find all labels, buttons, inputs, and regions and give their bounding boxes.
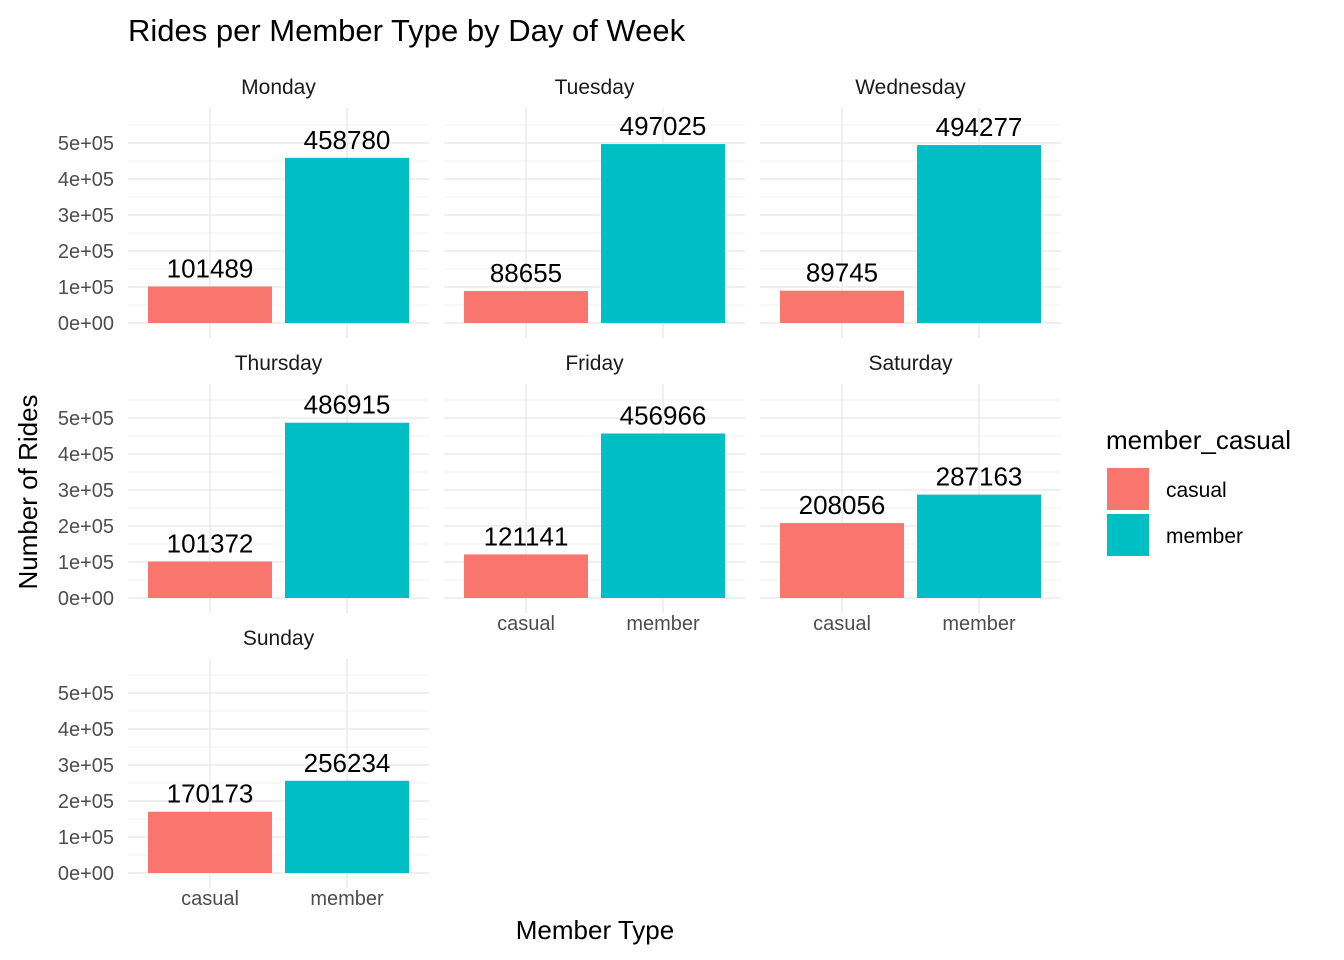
bar-member — [601, 144, 725, 323]
y-tick-label: 3e+05 — [58, 755, 114, 777]
y-tick-label: 5e+05 — [58, 133, 114, 155]
facet-panel-monday: Monday 0e+00 1e+05 2e+05 3e+05 4e+05 5e+05 1014… — [58, 76, 429, 338]
bar-value-label: 486915 — [304, 390, 391, 420]
y-tick-label: 5e+05 — [58, 683, 114, 705]
legend-label-member: member — [1166, 525, 1243, 548]
x-tick-label: casual — [497, 613, 555, 635]
facet-label: Monday — [241, 76, 316, 99]
facet-panel-sunday: Sunday 0e+00 1e+05 2e+05 3e+05 4e+05 5e+05 1701… — [58, 627, 429, 910]
legend-label-casual: casual — [1166, 479, 1227, 502]
y-tick-label: 0e+00 — [58, 863, 114, 885]
bar-value-label: 287163 — [936, 462, 1023, 492]
x-tick-label: member — [942, 613, 1016, 635]
bar-member — [601, 433, 725, 598]
y-tick-label: 1e+05 — [58, 827, 114, 849]
facet-panel-tuesday: Tuesday 88655 497025 — [444, 76, 745, 338]
bar-member — [285, 780, 409, 873]
bar-value-label: 101489 — [167, 253, 254, 283]
facet-panel-friday: Friday 121141 456966 casual member — [444, 352, 745, 635]
bar-member — [917, 494, 1041, 598]
y-tick-label: 2e+05 — [58, 241, 114, 263]
y-tick-label: 4e+05 — [58, 444, 114, 466]
y-tick-label: 4e+05 — [58, 169, 114, 191]
y-tick-label: 2e+05 — [58, 791, 114, 813]
facet-panel-thursday: Thursday 0e+00 1e+05 2e+05 3e+05 4e+05 5e+05 10… — [58, 352, 429, 613]
bar-member — [285, 157, 409, 323]
bar-value-label: 497025 — [620, 111, 707, 141]
x-tick-label: member — [626, 613, 700, 635]
y-tick-label: 3e+05 — [58, 480, 114, 502]
bar-casual — [148, 811, 272, 873]
bar-casual — [464, 554, 588, 598]
x-tick-label: casual — [181, 888, 239, 910]
bar-member — [285, 422, 409, 598]
y-tick-label: 1e+05 — [58, 277, 114, 299]
bar-value-label: 88655 — [490, 258, 562, 288]
bar-casual — [148, 561, 272, 598]
legend-key-member — [1107, 514, 1149, 556]
x-tick-label: member — [310, 888, 384, 910]
bar-value-label: 458780 — [304, 125, 391, 155]
bar-value-label: 208056 — [799, 490, 886, 520]
bar-value-label: 256234 — [304, 748, 391, 778]
bar-casual — [780, 290, 904, 323]
bar-member — [917, 145, 1041, 323]
y-tick-label: 1e+05 — [58, 552, 114, 574]
facet-panel-saturday: Saturday 208056 287163 casual member — [760, 352, 1061, 635]
chart-title: Rides per Member Type by Day of Week — [128, 13, 686, 48]
facet-label: Sunday — [243, 627, 315, 650]
bar-casual — [464, 291, 588, 323]
bar-casual — [148, 286, 272, 323]
bar-value-label: 89745 — [806, 258, 878, 288]
x-tick-label: casual — [813, 613, 871, 635]
y-tick-label: 2e+05 — [58, 516, 114, 538]
y-tick-label: 0e+00 — [58, 588, 114, 610]
facet-label: Thursday — [235, 352, 323, 375]
facet-panel-wednesday: Wednesday 89745 494277 — [760, 76, 1061, 338]
facet-panels: Monday 0e+00 1e+05 2e+05 3e+05 4e+05 5e+05 1014… — [58, 76, 1061, 910]
facet-label: Wednesday — [855, 76, 966, 99]
bar-value-label: 121141 — [484, 521, 569, 551]
legend: casual member — [1107, 468, 1243, 556]
bar-value-label: 494277 — [936, 112, 1023, 142]
bar-value-label: 456966 — [620, 400, 707, 430]
x-axis-title: Member Type — [516, 915, 674, 945]
facet-label: Friday — [565, 352, 624, 375]
bar-casual — [780, 523, 904, 598]
bar-value-label: 170173 — [167, 779, 254, 809]
y-axis-title: Number of Rides — [13, 394, 43, 589]
y-tick-label: 5e+05 — [58, 408, 114, 430]
facet-label: Tuesday — [555, 76, 635, 99]
bar-value-label: 101372 — [167, 529, 254, 559]
legend-key-casual — [1107, 468, 1149, 510]
y-tick-label: 0e+00 — [58, 313, 114, 335]
y-tick-label: 4e+05 — [58, 719, 114, 741]
legend-title: member_casual — [1106, 425, 1291, 455]
y-tick-label: 3e+05 — [58, 205, 114, 227]
facet-label: Saturday — [868, 352, 953, 375]
